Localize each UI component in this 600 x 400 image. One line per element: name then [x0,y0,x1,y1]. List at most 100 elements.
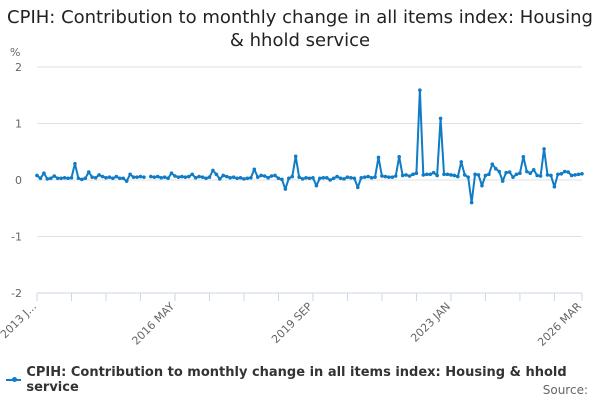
data-point [390,175,395,179]
data-point [107,175,112,179]
data-point [166,176,170,181]
y-tick-label: -1 [11,231,22,244]
data-point [93,175,98,180]
data-point [535,173,539,178]
data-point [276,176,281,181]
data-point [418,88,422,92]
data-point [69,175,74,180]
x-tick-label: 2026 MAR [535,300,584,349]
data-point [173,174,177,178]
legend-label: CPIH: Contribution to monthly change in … [26,365,567,395]
data-point [559,171,564,176]
data-point [518,171,522,176]
data-point [483,173,488,178]
legend-swatch-icon [6,377,22,382]
y-axis-label: % [10,46,20,59]
data-point [407,174,412,178]
gridlines [37,66,582,237]
data-point [404,173,408,177]
data-point [397,155,401,159]
data-point [245,176,250,181]
data-point [362,175,367,179]
data-point [280,177,284,182]
data-point [297,175,301,179]
data-point [507,170,512,174]
data-point [490,162,495,166]
data-point [476,173,481,177]
data-point [35,173,39,178]
data-point [538,174,543,178]
data-point [238,175,243,180]
data-point [38,176,43,181]
y-tick-label: 2 [15,61,22,74]
data-point [435,173,439,178]
data-point [504,170,508,175]
data-point [328,178,332,182]
data-point [42,171,46,176]
data-point [359,175,364,180]
data-point [456,174,460,179]
data-point [459,160,464,164]
data-point [159,175,163,180]
data-point [62,175,67,180]
data-point [135,175,139,179]
data-point [100,174,105,179]
x-tick-label: 2023 JAN [408,300,453,345]
data-point [111,176,115,181]
data-point [445,172,450,177]
data-point [576,172,581,177]
data-point [55,176,60,181]
data-point [462,173,467,177]
data-point [556,172,560,177]
data-point [269,174,274,178]
data-point [349,175,353,180]
data-point [552,184,557,189]
data-point [211,168,215,173]
data-point [562,169,567,174]
data-point [366,174,370,179]
data-point [324,175,329,180]
data-point [80,177,84,182]
legend[interactable]: CPIH: Contribution to monthly change in … [6,365,600,395]
data-point [335,174,339,179]
data-point [376,155,381,160]
data-point [249,175,253,180]
data-point [318,176,322,181]
data-point [338,176,343,181]
data-point [121,176,126,181]
data-point [342,177,346,181]
data-point [52,174,57,178]
data-point [97,173,101,177]
data-point [290,174,295,179]
data-point [414,171,419,176]
data-point [411,172,415,177]
data-point [442,172,446,177]
data-point [266,175,270,180]
data-point [373,175,377,179]
data-point [393,174,398,178]
data-point [383,174,388,179]
data-point [66,176,70,181]
data-point [452,173,457,178]
data-point [380,174,384,178]
data-point [186,174,191,179]
data-point [149,174,153,179]
data-point [124,179,129,183]
y-tick-label: 0 [15,174,22,187]
data-point [352,176,357,181]
data-point [142,175,146,179]
data-point [421,173,426,177]
data-point [83,176,88,181]
data-point [138,174,143,179]
data-point [449,173,453,177]
data-point [331,176,336,181]
x-tick-label: 2013 J... [0,300,39,341]
data-point [180,174,184,179]
x-axis: 2013 J... 2016 MAY 2019 SEP 2023 JAN 2026 MA… [0,292,584,349]
data-point [152,175,157,179]
data-point [473,172,477,177]
data-point [76,176,81,181]
source-label: Source: [542,383,588,397]
data-point [369,175,374,180]
